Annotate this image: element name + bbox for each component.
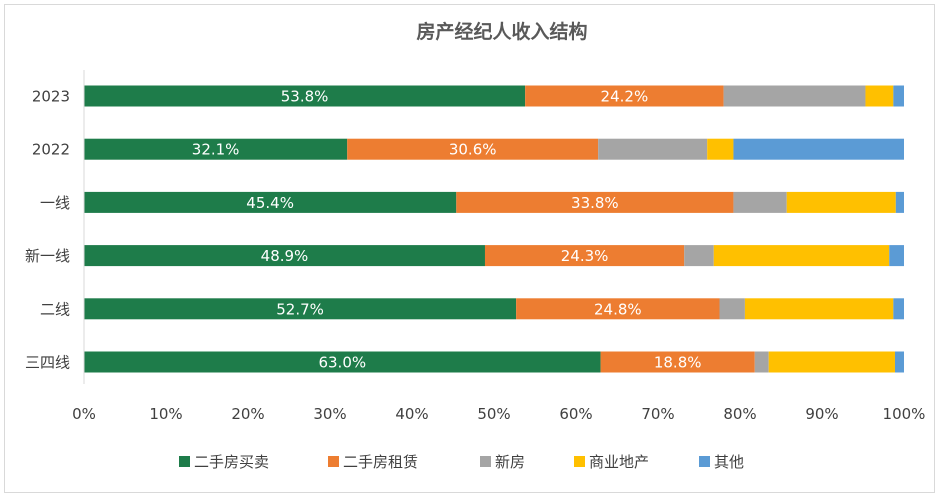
- bar-segment[interactable]: [84, 245, 485, 267]
- legend-swatch: [574, 456, 585, 467]
- x-tick-label: 100%: [883, 405, 926, 423]
- data-label: 63.0%: [318, 354, 366, 372]
- bar-segment[interactable]: [723, 85, 866, 107]
- x-tick-label: 80%: [723, 405, 756, 423]
- data-label: 18.8%: [654, 354, 702, 372]
- legend-item[interactable]: 二手房买卖: [179, 453, 269, 471]
- bar-row: 53.8% 24.2%: [84, 85, 904, 107]
- x-tick-label: 20%: [231, 405, 264, 423]
- bar-segment[interactable]: [600, 351, 755, 373]
- data-label: 52.7%: [276, 300, 324, 318]
- legend-item[interactable]: 其他: [699, 453, 744, 471]
- data-label: 24.8%: [594, 300, 642, 318]
- category-label: 新一线: [25, 247, 70, 265]
- data-label: 33.8%: [571, 194, 619, 212]
- data-label: 32.1%: [192, 141, 240, 159]
- legend-item[interactable]: 二手房租赁: [328, 453, 418, 471]
- x-tick-label: 30%: [313, 405, 346, 423]
- category-label: 二线: [40, 300, 70, 318]
- bar-segment[interactable]: [719, 298, 745, 320]
- bar-segment[interactable]: [347, 138, 599, 160]
- legend-label: 二手房买卖: [194, 453, 269, 471]
- bar-segment[interactable]: [684, 245, 714, 267]
- bar-segment[interactable]: [894, 351, 904, 373]
- bar-segment[interactable]: [84, 298, 517, 320]
- legend-item[interactable]: 商业地产: [574, 453, 649, 471]
- x-tick-label: 50%: [477, 405, 510, 423]
- data-label: 24.3%: [561, 247, 609, 265]
- bar-row: 48.9% 24.3%: [84, 245, 904, 267]
- category-label: 2022: [32, 141, 70, 159]
- bar-segment[interactable]: [456, 191, 734, 213]
- chart-title: 房产经纪人收入结构: [416, 20, 587, 43]
- data-label: 30.6%: [449, 141, 497, 159]
- bars-group: 53.8% 24.2% 32.1% 30.6% 45.4% 33.8% 48.9% 24.3%…: [84, 85, 904, 373]
- bar-segment[interactable]: [84, 138, 348, 160]
- bar-segment[interactable]: [484, 245, 685, 267]
- x-tick-label: 10%: [149, 405, 182, 423]
- bar-segment[interactable]: [889, 245, 904, 267]
- bar-segment[interactable]: [84, 351, 601, 373]
- x-axis-ticks: 0% 10% 20% 30% 40% 50% 60% 70% 80% 90% 100%: [72, 405, 925, 423]
- x-tick-label: 60%: [559, 405, 592, 423]
- bar-segment[interactable]: [893, 85, 904, 107]
- bar-row: 45.4% 33.8%: [84, 191, 904, 213]
- bar-segment[interactable]: [598, 138, 708, 160]
- legend[interactable]: 二手房买卖 二手房租赁 新房 商业地产 其他: [179, 453, 744, 471]
- data-label: 48.9%: [261, 247, 309, 265]
- category-label: 三四线: [25, 354, 70, 372]
- bar-segment[interactable]: [707, 138, 734, 160]
- bar-row: 52.7% 24.8%: [84, 298, 904, 320]
- legend-label: 其他: [714, 453, 744, 471]
- category-label: 一线: [40, 194, 70, 212]
- bar-segment[interactable]: [786, 191, 896, 213]
- bar-segment[interactable]: [865, 85, 894, 107]
- x-tick-label: 90%: [805, 405, 838, 423]
- data-label: 45.4%: [246, 194, 294, 212]
- bar-row: 63.0% 18.8%: [84, 351, 904, 373]
- category-label: 2023: [32, 88, 70, 106]
- bar-segment[interactable]: [754, 351, 769, 373]
- bar-segment[interactable]: [895, 191, 904, 213]
- bar-segment[interactable]: [733, 138, 904, 160]
- legend-label: 新房: [495, 453, 525, 471]
- bar-segment[interactable]: [733, 191, 787, 213]
- legend-item[interactable]: 新房: [480, 453, 525, 471]
- bar-row: 32.1% 30.6%: [84, 138, 904, 160]
- legend-label: 商业地产: [589, 453, 649, 471]
- bar-segment[interactable]: [516, 298, 720, 320]
- bar-segment[interactable]: [525, 85, 724, 107]
- legend-swatch: [699, 456, 710, 467]
- x-tick-label: 70%: [641, 405, 674, 423]
- legend-swatch: [179, 456, 190, 467]
- bar-segment[interactable]: [84, 85, 526, 107]
- legend-label: 二手房租赁: [343, 453, 418, 471]
- bar-segment[interactable]: [893, 298, 904, 320]
- x-tick-label: 40%: [395, 405, 428, 423]
- legend-swatch: [480, 456, 491, 467]
- data-label: 53.8%: [281, 88, 329, 106]
- legend-swatch: [328, 456, 339, 467]
- bar-segment[interactable]: [744, 298, 894, 320]
- data-label: 24.2%: [601, 88, 649, 106]
- x-tick-label: 0%: [72, 405, 96, 423]
- bar-segment[interactable]: [713, 245, 890, 267]
- bar-segment[interactable]: [768, 351, 895, 373]
- bar-segment[interactable]: [84, 191, 457, 213]
